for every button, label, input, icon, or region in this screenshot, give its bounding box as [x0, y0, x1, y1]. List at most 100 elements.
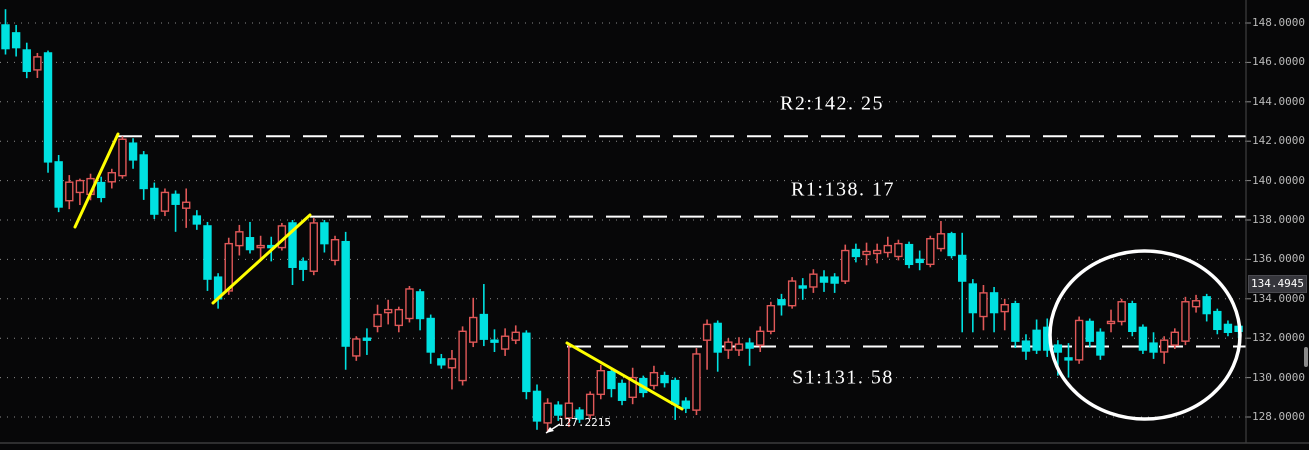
candle-body [947, 233, 956, 257]
candle-body [160, 191, 170, 212]
candle-body [54, 161, 63, 208]
low-price-annotation: 127.2215 [558, 416, 611, 429]
candle-body [745, 342, 754, 349]
candle-body [192, 215, 202, 225]
candle-body [128, 142, 138, 161]
candle-body [352, 338, 361, 357]
candle-body [585, 393, 595, 416]
candle-body [1117, 301, 1126, 323]
candle-body [75, 179, 85, 194]
candle-body [1170, 331, 1180, 346]
candle-body [1074, 319, 1084, 361]
candle-body [1096, 331, 1105, 356]
candle-body [915, 258, 924, 264]
candle-body [150, 187, 159, 215]
trendline-2[interactable] [211, 213, 312, 305]
candle-body [851, 248, 861, 258]
candle-body [670, 379, 680, 405]
candle-body [596, 370, 605, 396]
trendline-3[interactable] [565, 341, 684, 411]
candle-body [1223, 323, 1233, 333]
candle-body [681, 400, 691, 409]
axis-label: 128.0000 [1252, 410, 1305, 423]
scrollbar-thumb[interactable] [1304, 347, 1308, 367]
pivot-label-s1[interactable]: S1:131. 58 [792, 366, 894, 389]
candle-body [777, 299, 786, 306]
candle-body [11, 32, 21, 49]
axis-label: 146.0000 [1252, 55, 1305, 69]
candle-body [766, 304, 776, 333]
candle-body [224, 242, 233, 292]
candle-body [926, 238, 935, 266]
candle-body [426, 317, 435, 353]
candle-body [617, 382, 627, 401]
candle-body [500, 335, 510, 350]
candle-body [1, 24, 10, 50]
candle-body [182, 201, 191, 209]
candle-body [904, 243, 914, 266]
candle-body [830, 276, 839, 284]
candle-body [437, 358, 446, 366]
axis-label: 134.0000 [1252, 291, 1305, 305]
candle-body [1191, 300, 1201, 308]
trendline-1[interactable] [73, 132, 120, 229]
candle-body [96, 181, 106, 199]
low-arrow-head [546, 427, 554, 433]
candle-body [309, 222, 318, 272]
candle-body [1032, 329, 1041, 351]
candle-body [415, 291, 425, 320]
candle-body [490, 339, 499, 343]
candle-body [479, 313, 489, 340]
candle-body [394, 308, 404, 327]
candle-body [171, 193, 180, 205]
candle-body [1053, 344, 1063, 353]
axis-label: 142.0000 [1252, 134, 1305, 148]
candle-body [713, 322, 722, 353]
candle-body [532, 390, 542, 422]
candle-body [660, 374, 669, 384]
candle-body [511, 331, 520, 341]
candle-body [787, 280, 797, 307]
candle-body [819, 276, 829, 283]
candle-body [405, 288, 414, 320]
candle-body [1128, 303, 1137, 333]
candle-body [298, 260, 308, 270]
candle-body [383, 308, 393, 314]
price-axis[interactable]: 134.4945 148.0000 146.0000 144.0000 142.000… [1246, 0, 1309, 443]
candle-body [702, 323, 712, 341]
candle-body [1011, 303, 1020, 342]
candle-body [841, 249, 850, 282]
candle-body [989, 292, 999, 314]
axis-label: 138.0000 [1252, 213, 1305, 226]
candle-body [1159, 339, 1169, 353]
candle-body [724, 341, 733, 351]
candle-body [968, 283, 978, 314]
candle-body [564, 402, 574, 419]
candle-body [809, 273, 818, 288]
candle-body [607, 370, 616, 390]
pivot-label-r1[interactable]: R1:138. 17 [791, 178, 895, 201]
candle-body [22, 49, 31, 72]
candle-body [522, 332, 531, 393]
highlight-ellipse[interactable] [1048, 249, 1242, 421]
candle-body [43, 52, 53, 163]
candle-body [288, 222, 297, 268]
candle-body [872, 249, 882, 255]
candle-body [139, 154, 148, 190]
candle-body [469, 316, 478, 343]
candle-body [798, 285, 807, 289]
candle-body [734, 343, 744, 351]
candle-body [1064, 357, 1073, 361]
candle-body [1213, 310, 1222, 331]
candle-body [1181, 301, 1190, 342]
candle-body [979, 292, 988, 318]
axis-label: 132.0000 [1252, 331, 1305, 345]
pivot-label-r2[interactable]: R2:142. 25 [780, 92, 884, 115]
candle-body [883, 244, 892, 254]
candle-body [362, 337, 372, 341]
candle-body [373, 313, 382, 328]
candle-body [543, 402, 552, 424]
candle-body [65, 181, 74, 202]
